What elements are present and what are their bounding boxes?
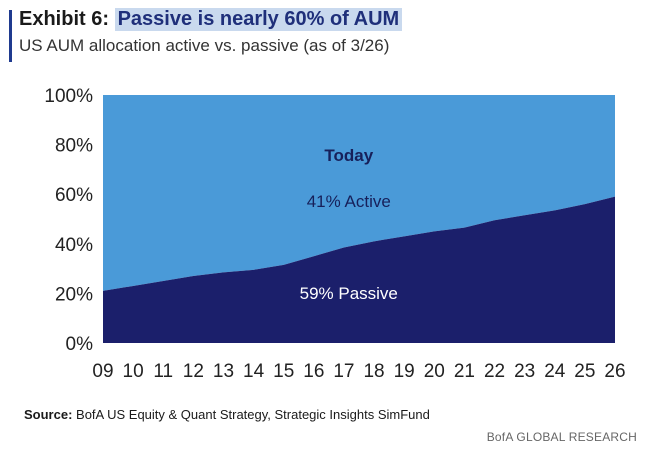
x-tick-label: 26 bbox=[604, 361, 625, 382]
active-annotation: 41% Active bbox=[307, 192, 391, 211]
y-axis: 0% 20% 40% 60% 80% 100% bbox=[44, 86, 93, 355]
x-tick-label: 22 bbox=[484, 361, 505, 382]
headline: Passive is nearly 60% of AUM bbox=[114, 8, 403, 31]
y-tick-label: 80% bbox=[55, 136, 93, 157]
annotations: Today 41% Active 59% Passive bbox=[300, 146, 398, 303]
x-tick-label: 13 bbox=[213, 361, 234, 382]
x-tick-label: 14 bbox=[243, 361, 265, 382]
y-tick-label: 0% bbox=[66, 334, 94, 355]
passive-annotation: 59% Passive bbox=[300, 284, 398, 303]
y-tick-label: 40% bbox=[55, 235, 93, 256]
x-tick-label: 11 bbox=[153, 361, 173, 382]
plot-area bbox=[103, 95, 615, 343]
exhibit-label: Exhibit 6: bbox=[19, 8, 110, 30]
x-tick-label: 18 bbox=[363, 361, 384, 382]
x-axis: 09 10 11 12 13 14 15 16 17 18 19 20 21 22 23 24 25 26 bbox=[92, 361, 625, 382]
series-area-active bbox=[103, 95, 615, 291]
x-tick-label: 16 bbox=[303, 361, 324, 382]
x-tick-label: 12 bbox=[183, 361, 204, 382]
y-tick-label: 100% bbox=[44, 86, 93, 107]
x-tick-label: 17 bbox=[333, 361, 354, 382]
series-area-passive bbox=[103, 196, 615, 343]
chart-subtitle: US AUM allocation active vs. passive (as… bbox=[19, 36, 390, 55]
x-tick-label: 10 bbox=[123, 361, 144, 382]
x-tick-label: 19 bbox=[394, 361, 415, 382]
x-tick-label: 09 bbox=[92, 361, 113, 382]
source-note: Source: BofA US Equity & Quant Strategy,… bbox=[24, 407, 430, 422]
x-tick-label: 25 bbox=[574, 361, 595, 382]
x-tick-label: 20 bbox=[424, 361, 445, 382]
x-tick-label: 24 bbox=[544, 361, 566, 382]
brand-logo-text: BofA GLOBAL RESEARCH bbox=[486, 430, 637, 444]
today-annotation: Today bbox=[324, 146, 373, 165]
accent-bar bbox=[9, 10, 12, 62]
x-tick-label: 23 bbox=[514, 361, 535, 382]
y-tick-label: 60% bbox=[55, 185, 93, 206]
x-tick-label: 21 bbox=[454, 361, 475, 382]
chart-title: Exhibit 6: Passive is nearly 60% of AUM bbox=[19, 8, 403, 31]
x-tick-label: 15 bbox=[273, 361, 294, 382]
y-tick-label: 20% bbox=[55, 284, 93, 305]
source-label: Source: bbox=[24, 407, 73, 422]
source-text: BofA US Equity & Quant Strategy, Strateg… bbox=[76, 407, 430, 422]
area-chart: 0% 20% 40% 60% 80% 100% 09 10 11 12 13 14 15 16 17 18 1… bbox=[44, 86, 625, 382]
